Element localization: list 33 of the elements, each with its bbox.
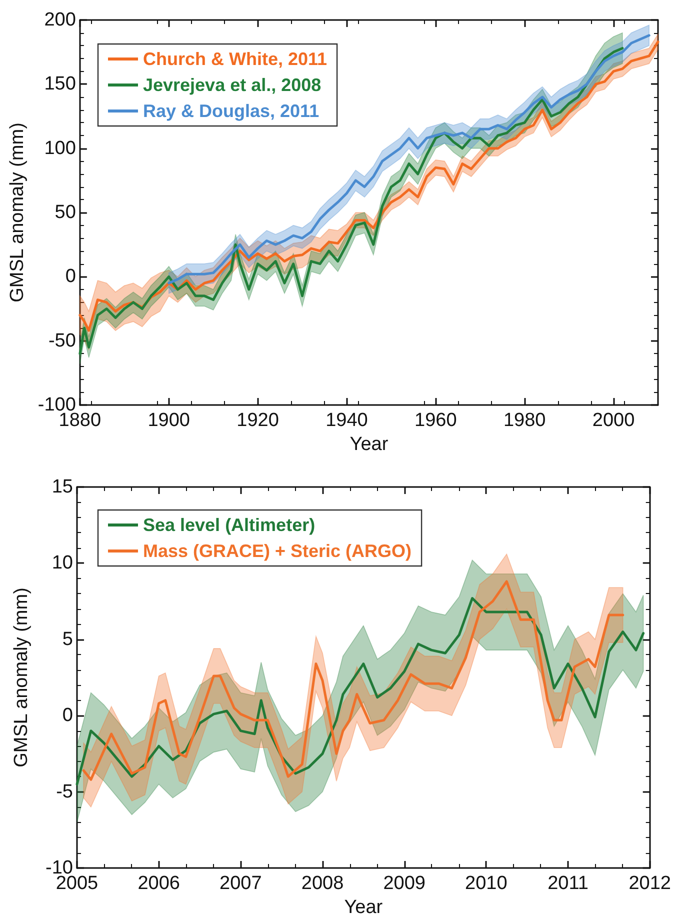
y-tick-label: 50 [54,202,76,223]
x-tick-label: 2000 [592,410,635,431]
x-tick-label: 2008 [301,873,344,894]
x-tick-label: 2010 [465,873,508,894]
x-tick-label: 2011 [548,873,588,894]
x-tick-label: 2012 [628,873,672,894]
y-tick-label: 200 [44,10,76,30]
legend-label: Sea level (Altimeter) [143,515,316,535]
y-axis-title: GMSL anomaly (mm) [7,122,28,302]
y-tick-label: 100 [44,138,76,159]
legend-label: Church & White, 2011 [143,49,328,69]
x-tick-label: 1940 [326,410,368,431]
y-tick-label: 0 [62,705,73,726]
y-tick-label: 150 [44,74,76,95]
y-tick-label: 15 [52,476,73,498]
x-tick-label: 2007 [220,873,262,894]
y-tick-label: 5 [62,628,73,650]
y-tick-label: -5 [56,781,73,802]
x-axis-title: Year [344,897,384,918]
x-tick-label: 1900 [148,410,190,431]
x-tick-label: 1920 [236,410,279,431]
y-tick-label: 10 [52,552,73,574]
y-tick-label: -50 [48,330,76,352]
x-tick-label: 2009 [383,873,426,894]
legend-label: Mass (GRACE) + Steric (ARGO) [143,541,412,561]
x-axis-title: Year [350,434,389,455]
legend-label: Jevrejeva et al., 2008 [143,75,322,95]
x-tick-label: 1980 [503,410,546,431]
legend-label: Ray & Douglas, 2011 [143,101,320,121]
y-tick-label: 0 [65,266,76,288]
x-tick-label: 1960 [414,410,457,431]
y-axis-title: GMSL anomaly (mm) [11,588,32,768]
x-tick-label: 2006 [138,873,180,894]
